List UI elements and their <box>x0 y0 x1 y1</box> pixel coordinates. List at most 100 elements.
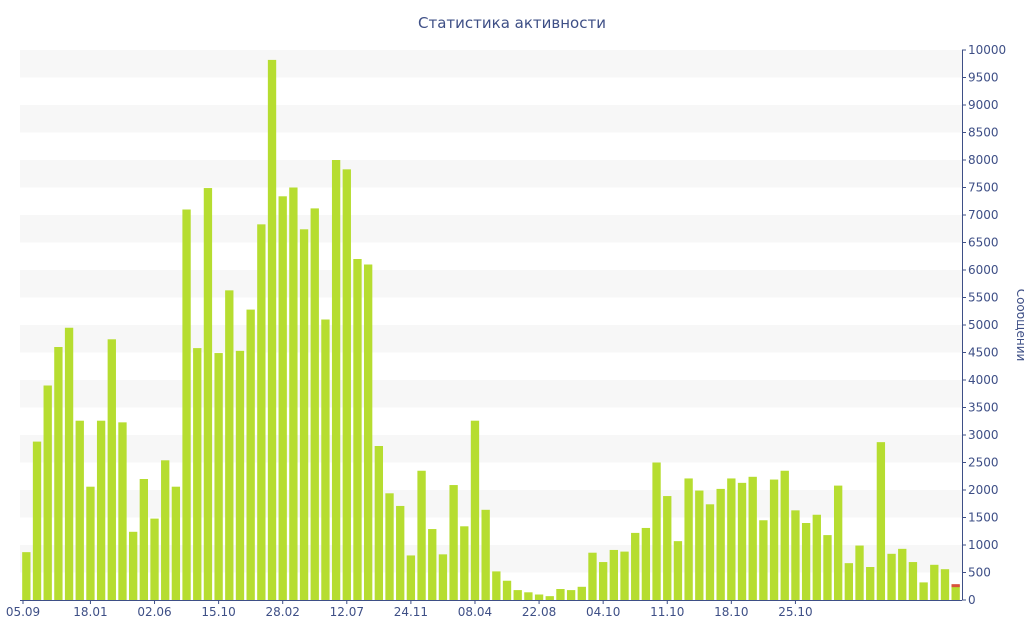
bar[interactable] <box>673 541 683 600</box>
bar[interactable] <box>652 462 661 601</box>
bar[interactable] <box>331 160 341 600</box>
bar[interactable] <box>107 339 116 600</box>
bar[interactable] <box>481 509 490 600</box>
bar[interactable] <box>716 488 725 600</box>
bar[interactable] <box>310 208 319 600</box>
bar[interactable] <box>663 496 672 600</box>
bar[interactable] <box>940 569 950 600</box>
bar[interactable] <box>930 564 939 600</box>
bar[interactable] <box>246 309 255 600</box>
bar[interactable] <box>118 422 127 600</box>
bar[interactable] <box>780 470 789 600</box>
bar[interactable] <box>769 479 779 600</box>
bar[interactable] <box>609 549 618 600</box>
bar[interactable] <box>737 482 747 600</box>
bar[interactable] <box>470 420 480 600</box>
bar[interactable] <box>919 582 928 600</box>
bar[interactable] <box>524 592 533 600</box>
bar[interactable] <box>812 514 821 600</box>
bar[interactable] <box>171 486 181 600</box>
x-tick-label: 18.01 <box>73 605 107 619</box>
bar[interactable] <box>695 490 704 600</box>
bar[interactable] <box>951 585 960 600</box>
y-tick-label: 4000 <box>968 373 999 387</box>
bar[interactable] <box>492 571 501 600</box>
bar[interactable] <box>321 319 330 601</box>
bar[interactable] <box>887 553 896 600</box>
bar[interactable] <box>225 290 234 600</box>
bar[interactable] <box>54 347 63 600</box>
y-tick-label: 10000 <box>968 43 1006 57</box>
bar[interactable] <box>342 169 351 600</box>
bar[interactable] <box>182 209 191 601</box>
bar[interactable] <box>534 594 544 601</box>
bar[interactable] <box>908 562 918 600</box>
bar[interactable] <box>684 478 693 600</box>
bar[interactable] <box>32 441 42 600</box>
bar[interactable] <box>460 526 469 600</box>
bar[interactable] <box>396 505 405 600</box>
bar[interactable] <box>823 535 832 600</box>
bar[interactable] <box>556 589 565 600</box>
bar[interactable] <box>545 596 554 600</box>
bar[interactable] <box>844 563 853 600</box>
bar[interactable] <box>748 476 757 600</box>
x-tick-label: 08.04 <box>458 605 492 619</box>
bar[interactable] <box>833 485 843 600</box>
bar[interactable] <box>139 479 149 600</box>
bar[interactable] <box>43 385 52 601</box>
bar[interactable] <box>449 485 458 600</box>
bar[interactable] <box>385 493 394 600</box>
bar[interactable] <box>22 552 31 600</box>
bar[interactable] <box>759 520 768 600</box>
bar[interactable] <box>855 545 864 600</box>
bar[interactable] <box>128 531 138 600</box>
bar[interactable] <box>577 586 586 600</box>
bar[interactable] <box>866 567 875 600</box>
bar[interactable] <box>214 353 223 600</box>
bar[interactable] <box>374 446 384 600</box>
bar[interactable] <box>363 264 373 601</box>
bar[interactable] <box>801 523 811 600</box>
bar[interactable] <box>278 196 287 601</box>
bar[interactable] <box>289 187 298 601</box>
axes <box>20 49 966 604</box>
bar[interactable] <box>438 554 448 600</box>
bar[interactable] <box>620 551 629 600</box>
bar[interactable] <box>876 442 886 600</box>
bar[interactable] <box>299 229 309 601</box>
y-tick-label: 6500 <box>968 236 999 250</box>
bar[interactable] <box>150 518 159 600</box>
bar[interactable] <box>791 510 800 600</box>
y-tick-label: 8500 <box>968 126 999 140</box>
bar[interactable] <box>727 478 736 600</box>
y-tick-label: 6000 <box>968 263 999 277</box>
bar[interactable] <box>406 555 416 600</box>
bar[interactable] <box>257 224 266 600</box>
bar[interactable] <box>64 327 74 600</box>
bar[interactable] <box>235 350 245 600</box>
bar[interactable] <box>598 562 608 600</box>
bar[interactable] <box>898 548 907 600</box>
bar[interactable] <box>86 486 95 600</box>
bar[interactable] <box>428 529 437 600</box>
y-tick-label: 7500 <box>968 181 999 195</box>
bar[interactable] <box>96 420 106 600</box>
bar[interactable] <box>513 590 522 600</box>
bar[interactable] <box>705 504 715 600</box>
bar[interactable] <box>588 552 597 600</box>
bar[interactable] <box>502 580 512 600</box>
bar[interactable] <box>203 188 213 601</box>
bar[interactable] <box>161 460 170 600</box>
y-tick-labels: 0 500 1000 1500 2000 2500 3000 3500 4000 4500 5000… <box>968 43 1006 607</box>
grid-band <box>20 160 962 188</box>
grid-band <box>20 325 962 353</box>
bar[interactable] <box>631 532 640 600</box>
bar[interactable] <box>75 420 84 600</box>
bar[interactable] <box>641 527 651 600</box>
bar[interactable] <box>566 590 576 600</box>
bar[interactable] <box>353 259 362 600</box>
bar[interactable] <box>193 348 202 600</box>
bar[interactable] <box>267 59 277 600</box>
bar[interactable] <box>417 470 426 600</box>
